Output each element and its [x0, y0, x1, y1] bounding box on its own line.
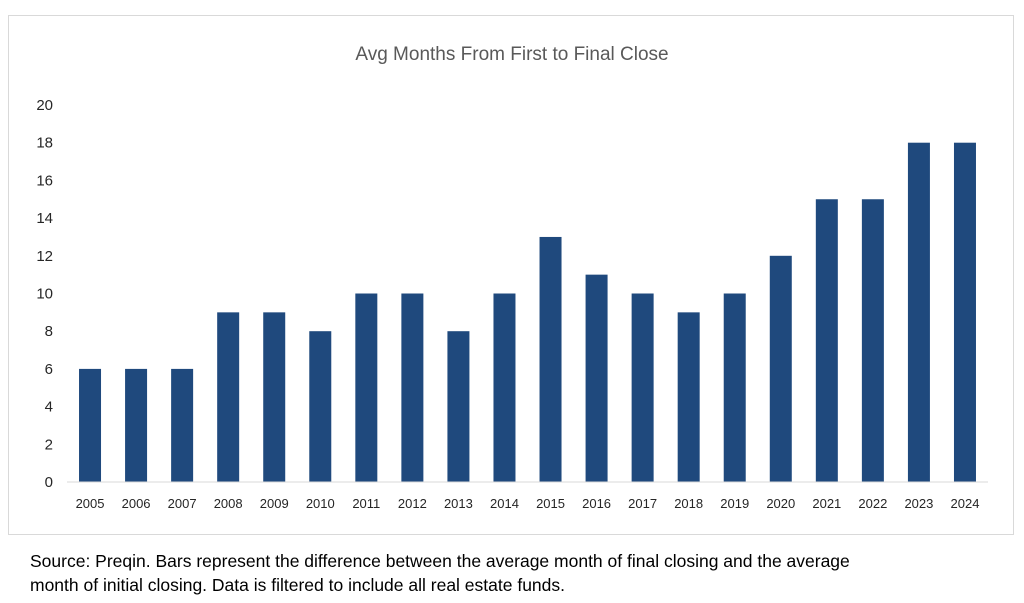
x-tick-label: 2021 — [812, 496, 841, 511]
bar-2017 — [631, 293, 654, 482]
y-tick-label: 10 — [36, 286, 53, 303]
x-tick-label: 2008 — [214, 496, 243, 511]
bar-2023 — [907, 142, 930, 482]
bar-2005 — [79, 368, 102, 482]
x-tick-label: 2010 — [306, 496, 335, 511]
bar-2011 — [355, 293, 378, 482]
x-tick-label: 2007 — [168, 496, 197, 511]
y-tick-label: 20 — [36, 97, 53, 114]
x-tick-label: 2024 — [951, 496, 980, 511]
bar-2014 — [493, 293, 516, 482]
footnote-line-1: Source: Preqin. Bars represent the diffe… — [30, 551, 850, 571]
x-tick-label: 2022 — [858, 496, 887, 511]
bar-2008 — [217, 312, 240, 482]
x-tick-label: 2012 — [398, 496, 427, 511]
bar-2015 — [539, 236, 562, 482]
bar-2020 — [769, 255, 792, 482]
footnote-line-2: month of initial closing. Data is filter… — [30, 575, 566, 595]
bar-2018 — [677, 312, 700, 482]
bar-2007 — [171, 368, 194, 482]
x-tick-label: 2014 — [490, 496, 519, 511]
x-tick-label: 2018 — [674, 496, 703, 511]
x-tick-label: 2023 — [904, 496, 933, 511]
x-tick-label: 2006 — [122, 496, 151, 511]
bar-2019 — [723, 293, 746, 482]
y-tick-label: 16 — [36, 172, 53, 189]
y-axis-tick-labels: 0 2 4 6 8 10 12 14 16 18 20 — [36, 97, 53, 491]
chart-title: Avg Months From First to Final Close — [355, 44, 668, 65]
x-tick-label: 2013 — [444, 496, 473, 511]
bar-2021 — [815, 199, 838, 482]
bar-2009 — [263, 312, 286, 482]
bar-chart: Avg Months From First to Final Close 0 2 4… — [36, 44, 988, 511]
bar-2016 — [585, 274, 608, 482]
bar-2006 — [125, 368, 148, 482]
x-tick-label: 2009 — [260, 496, 289, 511]
y-tick-label: 14 — [36, 210, 53, 227]
y-tick-label: 6 — [45, 361, 53, 378]
y-tick-label: 18 — [36, 135, 53, 152]
x-tick-label: 2011 — [352, 496, 380, 511]
x-tick-label: 2015 — [536, 496, 565, 511]
x-tick-label: 2005 — [76, 496, 105, 511]
bar-2013 — [447, 331, 470, 482]
y-tick-label: 0 — [45, 474, 53, 491]
bar-2012 — [401, 293, 424, 482]
y-tick-label: 8 — [45, 323, 53, 340]
bar-2010 — [309, 331, 332, 482]
y-tick-label: 12 — [36, 248, 53, 265]
source-footnote: Source: Preqin. Bars represent the diffe… — [30, 549, 1010, 597]
y-tick-label: 2 — [45, 436, 53, 453]
x-axis-tick-labels: 2005 2006 2007 2008 2009 2010 2011 2012 2013 2014… — [76, 496, 980, 511]
x-tick-label: 2016 — [582, 496, 611, 511]
x-tick-label: 2017 — [628, 496, 657, 511]
x-tick-label: 2020 — [766, 496, 795, 511]
bar-2024 — [953, 142, 976, 482]
x-tick-label: 2019 — [720, 496, 749, 511]
y-tick-label: 4 — [45, 399, 53, 416]
chart-frame: Avg Months From First to Final Close 0 2 4… — [8, 15, 1014, 535]
bars — [79, 142, 976, 482]
bar-2022 — [861, 199, 884, 482]
